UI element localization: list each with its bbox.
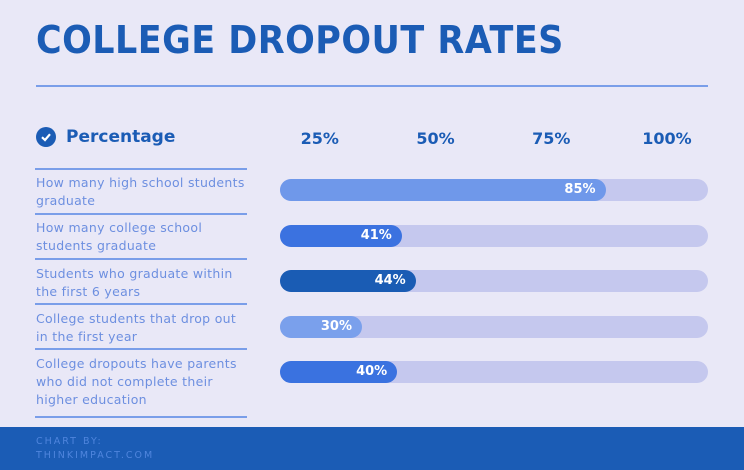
bar: 41% [280, 225, 402, 247]
tick-label: 25% [300, 129, 339, 148]
tick-label: 75% [532, 129, 571, 148]
row-divider [35, 348, 247, 350]
tick-label: 100% [642, 129, 692, 148]
row-divider [35, 303, 247, 305]
value-label: 40% [356, 364, 388, 379]
legend-label: Percentage [66, 127, 176, 147]
bar-track: 44% [280, 270, 708, 292]
chart-title: COLLEGE DROPOUT RATES [36, 18, 564, 62]
row-divider [35, 168, 247, 170]
category-label: How many high school students graduate [36, 175, 245, 208]
bar-track: 40% [280, 361, 708, 383]
bar: 85% [280, 179, 606, 201]
tick-label: 50% [416, 129, 455, 148]
value-label: 44% [374, 273, 406, 288]
category-label: Students who graduate within the first 6… [36, 266, 233, 299]
footer-credit-label: CHART BY: [36, 436, 103, 447]
bar-track: 85% [280, 179, 708, 201]
footer-credit-source: THINKIMPACT.COM [36, 450, 155, 461]
value-label: 85% [564, 182, 596, 197]
value-label: 30% [320, 319, 352, 334]
bar-track: 41% [280, 225, 708, 247]
bar-track: 30% [280, 316, 708, 338]
legend: Percentage [36, 127, 175, 147]
row-divider [35, 213, 247, 215]
row-divider [35, 416, 247, 418]
title-divider [36, 85, 708, 87]
bar: 30% [280, 316, 362, 338]
row-divider [35, 258, 247, 260]
check-circle-icon [36, 127, 56, 147]
bar: 40% [280, 361, 398, 383]
value-label: 41% [360, 228, 392, 243]
bar: 44% [280, 270, 416, 292]
category-label: How many college school students graduat… [36, 220, 203, 253]
footer: CHART BY: THINKIMPACT.COM [0, 427, 744, 470]
category-label: College dropouts have parents who did no… [36, 356, 237, 407]
category-label: College students that drop out in the fi… [36, 311, 237, 344]
